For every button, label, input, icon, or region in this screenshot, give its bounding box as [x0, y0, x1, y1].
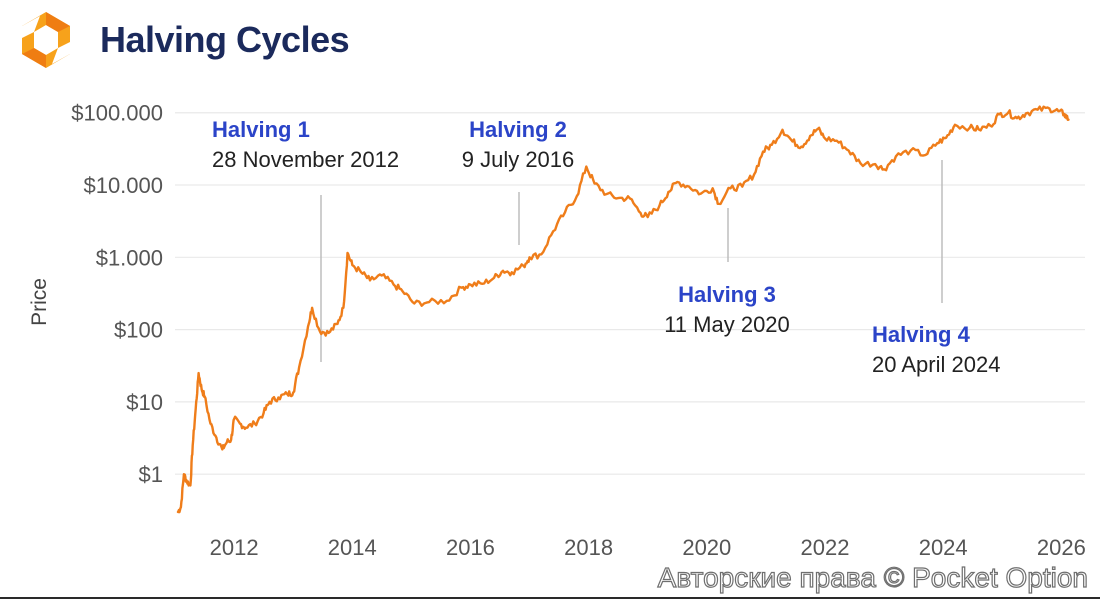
bottom-divider — [0, 597, 1100, 599]
x-tick-label: 2024 — [919, 535, 968, 560]
x-tick-label: 2016 — [446, 535, 495, 560]
y-tick-label: $10 — [126, 390, 163, 415]
x-tick-label: 2022 — [801, 535, 850, 560]
halving-annotations: Halving 1 28 November 2012 Halving 2 9 July… — [212, 117, 1000, 377]
y-tick-label: $10.000 — [83, 173, 163, 198]
halving-label: Halving 2 — [469, 117, 567, 142]
pocket-option-logo-icon — [22, 12, 70, 68]
grid-lines — [175, 112, 1085, 475]
copyright-watermark: Авторские права © Pocket Option — [657, 561, 1089, 593]
halving-marker-lines — [320, 160, 943, 362]
x-axis-ticks: 2012 2014 2016 2018 2020 2022 2024 2026 — [210, 535, 1086, 560]
halving-date: 28 November 2012 — [212, 147, 399, 172]
halving-date: 11 May 2020 — [664, 312, 790, 337]
x-tick-label: 2018 — [564, 535, 613, 560]
y-tick-label: $1.000 — [96, 245, 163, 270]
halving-label: Halving 1 — [212, 117, 310, 142]
halving-date: 20 April 2024 — [872, 352, 1000, 377]
y-axis-label: Price — [28, 278, 51, 326]
header: Halving Cycles — [14, 6, 350, 74]
y-axis-ticks: $1 $10 $100 $1.000 $10.000 $100.000 — [71, 101, 163, 487]
y-tick-label: $1 — [139, 462, 163, 487]
y-tick-label: $100.000 — [71, 101, 163, 126]
x-tick-label: 2012 — [210, 535, 259, 560]
x-tick-label: 2020 — [682, 535, 731, 560]
price-series-line — [176, 105, 1070, 514]
halving-label: Halving 4 — [872, 322, 971, 347]
series-layer — [176, 105, 1070, 514]
halving-date: 9 July 2016 — [462, 147, 575, 172]
x-tick-label: 2014 — [328, 535, 377, 560]
halving-label: Halving 3 — [678, 282, 776, 307]
x-tick-label: 2026 — [1037, 535, 1086, 560]
y-tick-label: $100 — [114, 318, 163, 343]
page-title: Halving Cycles — [100, 19, 350, 60]
